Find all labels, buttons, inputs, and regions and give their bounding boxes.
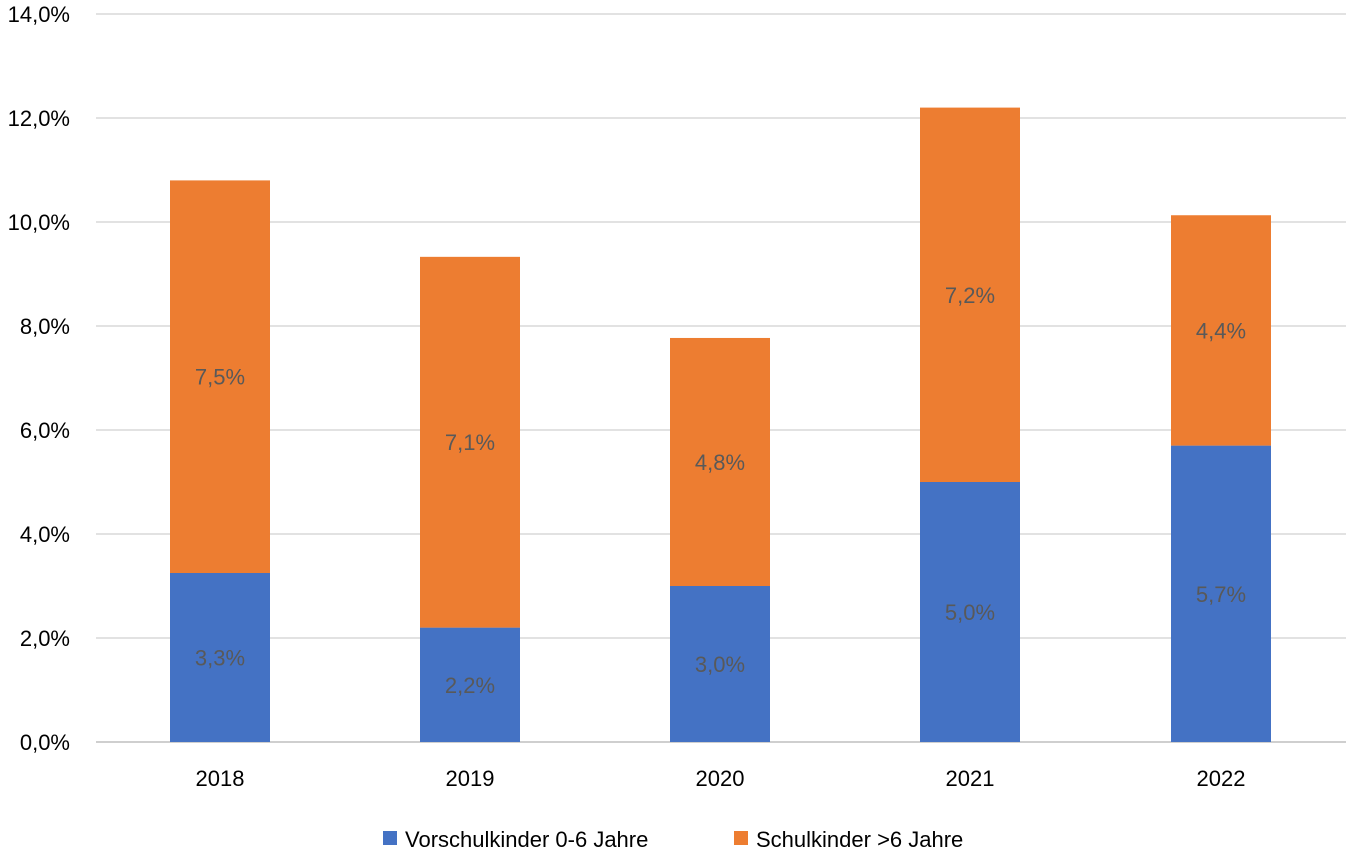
y-axis-tick-labels: 0,0% 2,0% 4,0% 6,0% 8,0% 10,0% 12,0% 14,0% [8,2,70,755]
bar-vorschulkinder-2019 [420,627,520,742]
bar-vorschulkinder-2022 [1171,445,1271,742]
y-tick-label: 12,0% [8,106,70,131]
x-axis-tick-labels: 2018 2019 2020 2021 2022 [196,766,1246,791]
bars [170,107,1271,742]
x-tick-label: 2020 [696,766,745,791]
data-label: 3,3% [195,646,245,671]
bar-vorschulkinder-2021 [920,482,1020,742]
bar-vorschulkinder-2020 [670,586,770,742]
x-tick-label: 2021 [946,766,995,791]
data-label: 5,0% [945,600,995,625]
bar-vorschulkinder-2018 [170,573,270,742]
legend-swatch [383,831,397,845]
y-tick-label: 4,0% [20,522,70,547]
data-label: 7,1% [445,430,495,455]
x-tick-label: 2019 [446,766,495,791]
legend-swatch [734,831,748,845]
bar-schulkinder-2020 [670,337,770,586]
data-label: 2,2% [445,673,495,698]
x-tick-label: 2022 [1197,766,1246,791]
y-tick-label: 10,0% [8,210,70,235]
data-labels: 3,3% 7,5% 2,2% 7,1% 3,0% 4,8% 5,0% 7,2% 5,7% 4,4% [195,283,1246,698]
data-label: 5,7% [1196,582,1246,607]
legend-label: Vorschulkinder 0-6 Jahre [405,827,648,852]
bar-schulkinder-2019 [420,256,520,628]
y-tick-label: 8,0% [20,314,70,339]
bar-schulkinder-2021 [920,107,1020,482]
y-tick-label: 0,0% [20,730,70,755]
y-tick-label: 2,0% [20,626,70,651]
y-tick-label: 6,0% [20,418,70,443]
data-label: 4,8% [695,450,745,475]
legend-item-schulkinder: Schulkinder >6 Jahre [734,827,963,852]
legend-label: Schulkinder >6 Jahre [756,827,963,852]
data-label: 7,5% [195,365,245,390]
data-label: 7,2% [945,283,995,308]
x-tick-label: 2018 [196,766,245,791]
legend: Vorschulkinder 0-6 Jahre Schulkinder >6 J… [383,827,963,852]
bar-schulkinder-2018 [170,180,270,573]
y-tick-label: 14,0% [8,2,70,27]
data-label: 3,0% [695,652,745,677]
legend-item-vorschulkinder: Vorschulkinder 0-6 Jahre [383,827,648,852]
bar-schulkinder-2022 [1171,215,1271,446]
data-label: 4,4% [1196,318,1246,343]
